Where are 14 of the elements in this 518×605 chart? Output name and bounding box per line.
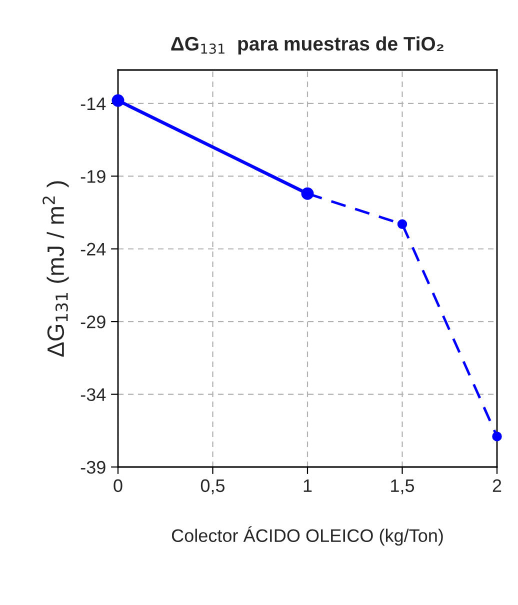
x-axis-title: Colector ÁCIDO OLEICO (kg/Ton)	[172, 526, 443, 546]
y-axis-title: ΔG$_{131}$ (mJ / m$^{2}$ )	[42, 181, 69, 357]
y-tick-label: -39	[80, 460, 106, 474]
y-tick-label: -24	[80, 242, 106, 256]
x-tick-label: 1	[304, 479, 312, 492]
y-tick-label: -19	[80, 170, 106, 183]
x-tick-label: 0	[114, 479, 122, 492]
x-tick-label: 1,5	[391, 479, 414, 494]
chart-title: ΔG$_{131}$ para muestras de TiO₂	[171, 36, 444, 54]
y-tick-label: -29	[80, 316, 106, 328]
y-tick-label: -34	[80, 388, 106, 402]
x-tick-label: 0,5	[200, 479, 225, 494]
x-tick-label: 2	[492, 479, 502, 492]
y-tick-label: -14	[80, 98, 106, 110]
